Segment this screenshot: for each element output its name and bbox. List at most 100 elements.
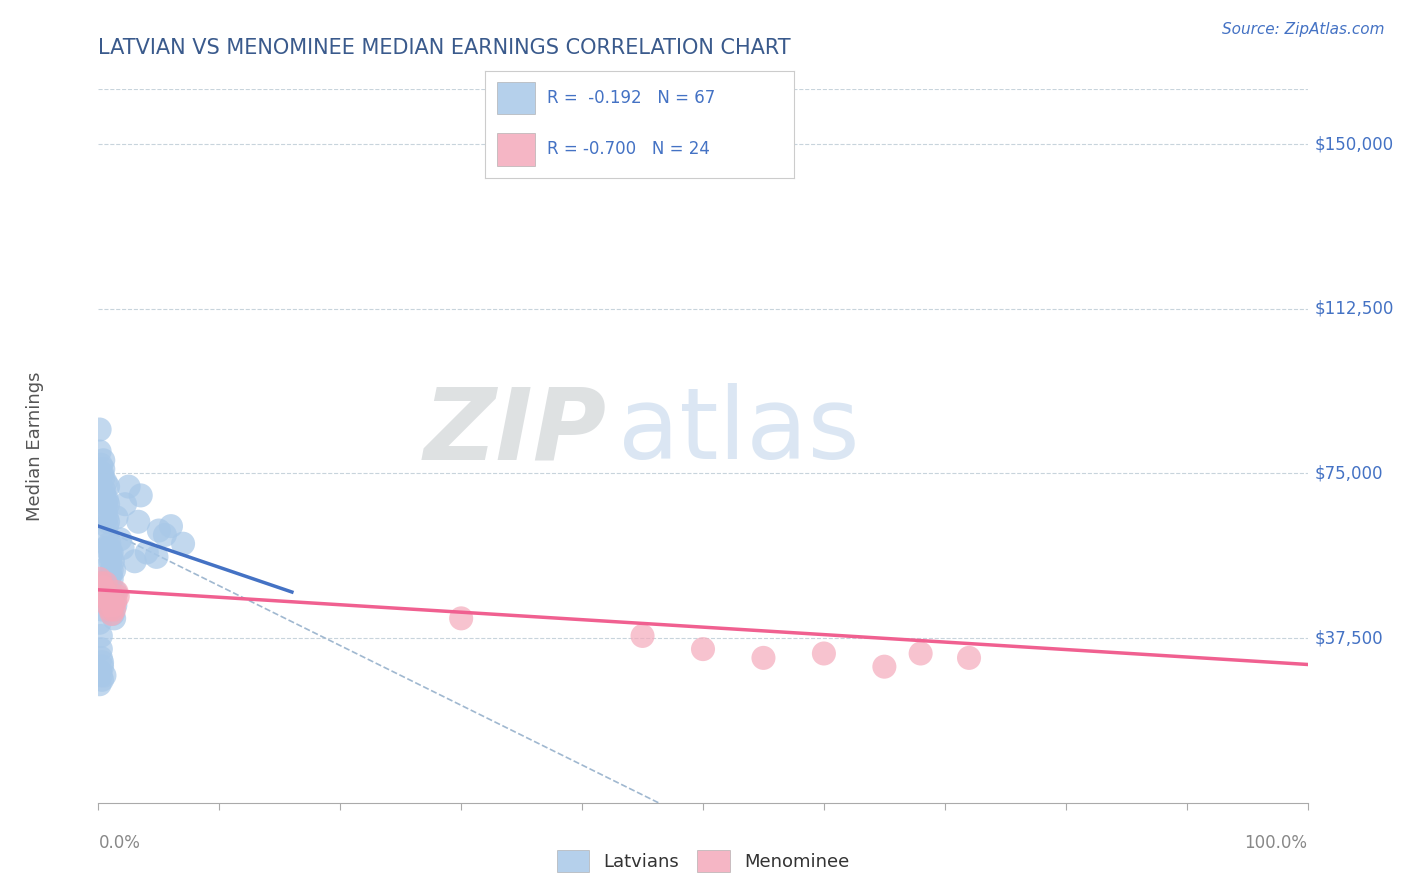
Point	[103, 563, 125, 577]
Text: 0.0%: 0.0%	[98, 834, 141, 852]
Point	[813, 647, 835, 661]
Point	[90, 642, 112, 657]
Point	[127, 515, 149, 529]
Point	[100, 572, 122, 586]
Point	[94, 576, 117, 591]
Point	[91, 655, 114, 669]
Point	[89, 572, 111, 586]
Point	[160, 519, 183, 533]
Point	[100, 545, 122, 559]
Point	[100, 567, 122, 582]
Point	[631, 629, 654, 643]
Point	[91, 453, 114, 467]
Text: R = -0.700   N = 24: R = -0.700 N = 24	[547, 141, 710, 159]
Bar	[498, 82, 534, 114]
Point	[91, 602, 114, 616]
Point	[104, 585, 127, 599]
Text: ZIP: ZIP	[423, 384, 606, 480]
Text: LATVIAN VS MENOMINEE MEDIAN EARNINGS CORRELATION CHART: LATVIAN VS MENOMINEE MEDIAN EARNINGS COR…	[98, 38, 792, 58]
Point	[98, 537, 121, 551]
Point	[103, 611, 125, 625]
Point	[104, 594, 127, 608]
Point	[101, 607, 124, 621]
Point	[98, 594, 121, 608]
Point	[98, 572, 121, 586]
Point	[103, 602, 125, 616]
Point	[107, 590, 129, 604]
Point	[98, 541, 121, 555]
Point	[118, 480, 141, 494]
Text: Source: ZipAtlas.com: Source: ZipAtlas.com	[1222, 22, 1385, 37]
Point	[873, 659, 896, 673]
Point	[91, 581, 114, 595]
Point	[89, 444, 111, 458]
Text: Median Earnings: Median Earnings	[27, 371, 44, 521]
Point	[910, 647, 932, 661]
Point	[90, 576, 112, 591]
Point	[100, 549, 122, 564]
Legend: Latvians, Menominee: Latvians, Menominee	[550, 843, 856, 880]
Point	[97, 497, 120, 511]
Text: $112,500: $112,500	[1315, 300, 1393, 318]
Point	[96, 590, 118, 604]
Point	[91, 462, 114, 476]
Point	[129, 488, 152, 502]
Point	[104, 598, 127, 612]
Point	[91, 659, 114, 673]
Point	[91, 471, 114, 485]
Point	[101, 590, 124, 604]
Point	[97, 598, 120, 612]
Point	[450, 611, 472, 625]
Point	[97, 515, 120, 529]
Point	[172, 537, 194, 551]
Point	[94, 541, 117, 555]
Point	[90, 629, 112, 643]
Point	[97, 480, 120, 494]
Point	[91, 673, 114, 687]
Point	[108, 533, 131, 547]
Point	[135, 545, 157, 559]
Point	[100, 554, 122, 568]
Text: 100.0%: 100.0%	[1244, 834, 1308, 852]
Point	[105, 510, 128, 524]
Text: $150,000: $150,000	[1315, 135, 1393, 153]
Text: atlas: atlas	[619, 384, 860, 480]
Text: $75,000: $75,000	[1315, 465, 1384, 483]
Point	[90, 585, 112, 599]
Point	[111, 541, 134, 555]
Point	[90, 458, 112, 472]
Point	[101, 554, 124, 568]
Point	[101, 598, 124, 612]
Point	[100, 607, 122, 621]
Point	[89, 677, 111, 691]
Point	[105, 585, 128, 599]
Point	[94, 475, 117, 490]
Point	[100, 545, 122, 559]
Point	[153, 528, 176, 542]
Point	[89, 664, 111, 678]
Point	[90, 668, 112, 682]
Point	[93, 488, 115, 502]
Point	[114, 497, 136, 511]
Point	[93, 483, 115, 498]
Point	[96, 528, 118, 542]
Point	[94, 497, 117, 511]
Point	[93, 668, 115, 682]
Point	[692, 642, 714, 657]
Text: $37,500: $37,500	[1315, 629, 1384, 647]
Point	[100, 563, 122, 577]
Point	[89, 423, 111, 437]
Point	[91, 594, 114, 608]
Bar	[498, 134, 534, 166]
Point	[91, 590, 114, 604]
Point	[96, 510, 118, 524]
Point	[91, 581, 114, 595]
Point	[89, 615, 111, 630]
Point	[145, 549, 167, 564]
Point	[90, 651, 112, 665]
Point	[94, 506, 117, 520]
Point	[93, 585, 115, 599]
Point	[96, 492, 118, 507]
Point	[752, 651, 775, 665]
Point	[97, 558, 120, 573]
